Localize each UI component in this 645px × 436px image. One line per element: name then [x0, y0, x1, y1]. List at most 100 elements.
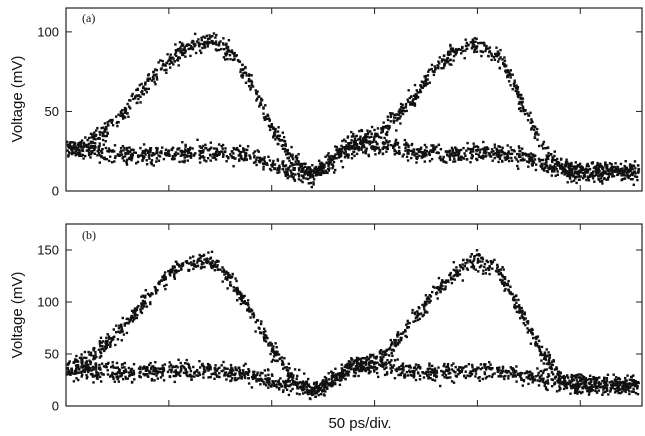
panel-b-data-point: [342, 374, 345, 378]
panel-b-data-point: [421, 371, 425, 374]
panel-b-data-point: [303, 391, 307, 394]
panel-b-data-point: [364, 369, 368, 373]
panel-b-data-point: [369, 355, 372, 359]
panel-a-data-point: [476, 148, 480, 152]
panel-b-data-point: [170, 370, 173, 374]
panel-a-data-point: [184, 153, 187, 157]
panel-a-data-point: [187, 149, 190, 152]
panel-a-data-point: [82, 157, 85, 160]
panel-b-data-point: [452, 261, 455, 264]
panel-b-data-point: [94, 350, 97, 354]
panel-a-data-point: [566, 161, 569, 164]
panel-a-data-point: [312, 181, 315, 184]
panel-b-data-point: [575, 388, 579, 392]
panel-a-data-point: [159, 151, 162, 154]
panel-a-data-point: [374, 153, 377, 156]
panel-b-data-point: [560, 375, 563, 379]
panel-a-data-point: [428, 159, 432, 163]
panel-a-data-point: [271, 161, 274, 165]
panel-a-data-point: [492, 56, 495, 59]
panel-a-data-point: [83, 143, 86, 146]
panel-b-data-point: [353, 368, 356, 372]
panel-b-data-point: [363, 369, 366, 372]
panel-a-data-point: [356, 138, 360, 141]
panel-b-data-point: [635, 381, 638, 384]
panel-a-data-point: [291, 157, 295, 161]
panel-b-data-point: [324, 390, 327, 393]
panel-a-data-point: [347, 153, 350, 157]
panel-a-data-point: [438, 56, 441, 59]
panel-a-data-point: [239, 70, 242, 74]
panel-a-data-point: [206, 148, 210, 152]
panel-b-data-point: [454, 371, 457, 374]
panel-a-data-point: [178, 160, 181, 164]
panel-b-data-point: [416, 310, 419, 313]
panel-a-data-point: [142, 143, 146, 146]
panel-b-data-point: [98, 356, 102, 359]
panel-b-data-point: [316, 387, 320, 390]
panel-b-data-point: [156, 289, 159, 292]
panel-a-data-point: [341, 166, 345, 169]
panel-b-data-point: [469, 255, 472, 258]
panel-b-data-point: [110, 365, 113, 369]
panel-b-data-point: [215, 369, 219, 372]
panel-a-data-point: [368, 136, 371, 139]
panel-a-data-point: [273, 134, 277, 137]
panel-a-data-point: [423, 143, 427, 147]
panel-a-data-point: [142, 85, 145, 88]
panel-a-data-point: [432, 70, 435, 73]
panel-a-data-point: [311, 164, 314, 167]
panel-a-data-point: [183, 156, 186, 159]
panel-a-data-point: [221, 147, 224, 150]
panel-b-data-point: [343, 373, 346, 376]
panel-b-data-point: [322, 385, 325, 388]
panel-b-data-point: [390, 348, 393, 352]
panel-a-data-point: [71, 150, 74, 154]
panel-a-data-point: [136, 87, 139, 91]
panel-b-data-point: [602, 391, 605, 394]
panel-a-data-point: [104, 127, 107, 131]
panel-a-data-point: [482, 140, 485, 144]
panel-a-data-point: [194, 152, 197, 155]
panel-a-data-point: [516, 87, 519, 91]
panel-b-data-point: [203, 258, 206, 261]
panel-a-data-point: [96, 126, 99, 130]
panel-a-data-point: [117, 113, 120, 116]
panel-a-data-point: [450, 50, 454, 53]
panel-b-data-point: [565, 386, 568, 390]
panel-b-data-point: [567, 376, 570, 379]
panel-b-data-point: [193, 263, 197, 266]
panel-b-data-point: [272, 355, 276, 358]
panel-a-data-point: [428, 81, 431, 84]
panel-b-data-point: [246, 308, 249, 311]
panel-b-data-point: [509, 291, 512, 294]
panel-b-data-point: [115, 324, 118, 327]
panel-a-data-point: [355, 152, 359, 156]
panel-b-data-point: [360, 369, 364, 373]
panel-b-data-point: [616, 389, 619, 392]
panel-a-data-point: [216, 149, 219, 152]
panel-b-data-point: [483, 371, 486, 374]
panel-a-data-point: [338, 153, 341, 157]
panel-b-data-point: [130, 315, 133, 318]
panel-b-data-point: [599, 386, 602, 389]
panel-b-data-point: [214, 373, 217, 376]
panel-a-data-point: [343, 151, 346, 154]
panel-a-data-point: [86, 138, 89, 142]
panel-b-data-point: [519, 317, 522, 320]
panel-b-data-point: [521, 316, 524, 319]
panel-a-data-point: [598, 164, 601, 167]
panel-b-data-point: [276, 350, 279, 354]
panel-b-data-point: [404, 334, 407, 338]
panel-a-data-point: [443, 64, 446, 68]
panel-b-data-point: [441, 280, 445, 283]
panel-a-data-point: [573, 171, 577, 175]
panel-b-data-point: [111, 337, 114, 340]
panel-a-data-point: [152, 71, 155, 74]
panel-a-data-point: [398, 108, 401, 111]
panel-b-data-point: [98, 363, 101, 367]
panel-b-data-point: [75, 366, 78, 369]
panel-b-data-point: [87, 366, 90, 369]
panel-a-data-point: [608, 168, 612, 171]
panel-b-data-point: [401, 332, 404, 335]
